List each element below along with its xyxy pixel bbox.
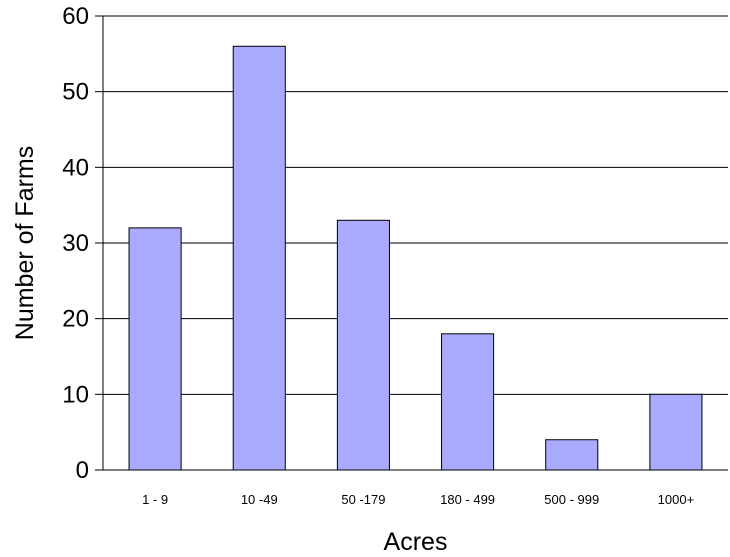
y-tick-label: 40 (62, 154, 89, 181)
bars (128, 45, 703, 471)
x-tick-label: 1 - 9 (142, 492, 168, 507)
bar (649, 393, 703, 471)
y-tick-labels: 0 10 20 30 40 50 60 (62, 3, 89, 484)
bar (232, 45, 286, 471)
x-axis-title: Acres (384, 528, 448, 556)
bar (336, 219, 390, 471)
x-tick-labels: 1 - 9 10 -49 50 -179 180 - 499 500 - 999 1000… (142, 492, 694, 507)
x-tick-label: 1000+ (658, 492, 695, 507)
y-tick-label: 30 (62, 230, 89, 257)
y-tick-label: 20 (62, 306, 89, 333)
y-tick-label: 10 (62, 381, 89, 408)
y-axis-title: Number of Farms (11, 146, 39, 340)
y-tick-label: 50 (62, 79, 89, 106)
x-tick-label: 180 - 499 (440, 492, 495, 507)
x-tick-label: 10 -49 (241, 492, 278, 507)
x-tick-label: 50 -179 (341, 492, 385, 507)
y-tick-label: 0 (76, 457, 89, 484)
bar (441, 333, 495, 471)
bar (545, 439, 599, 471)
gridlines (95, 15, 728, 471)
x-tick-label: 500 - 999 (544, 492, 599, 507)
bar (128, 227, 182, 471)
axes (102, 16, 728, 471)
y-tick-label: 60 (62, 3, 89, 30)
